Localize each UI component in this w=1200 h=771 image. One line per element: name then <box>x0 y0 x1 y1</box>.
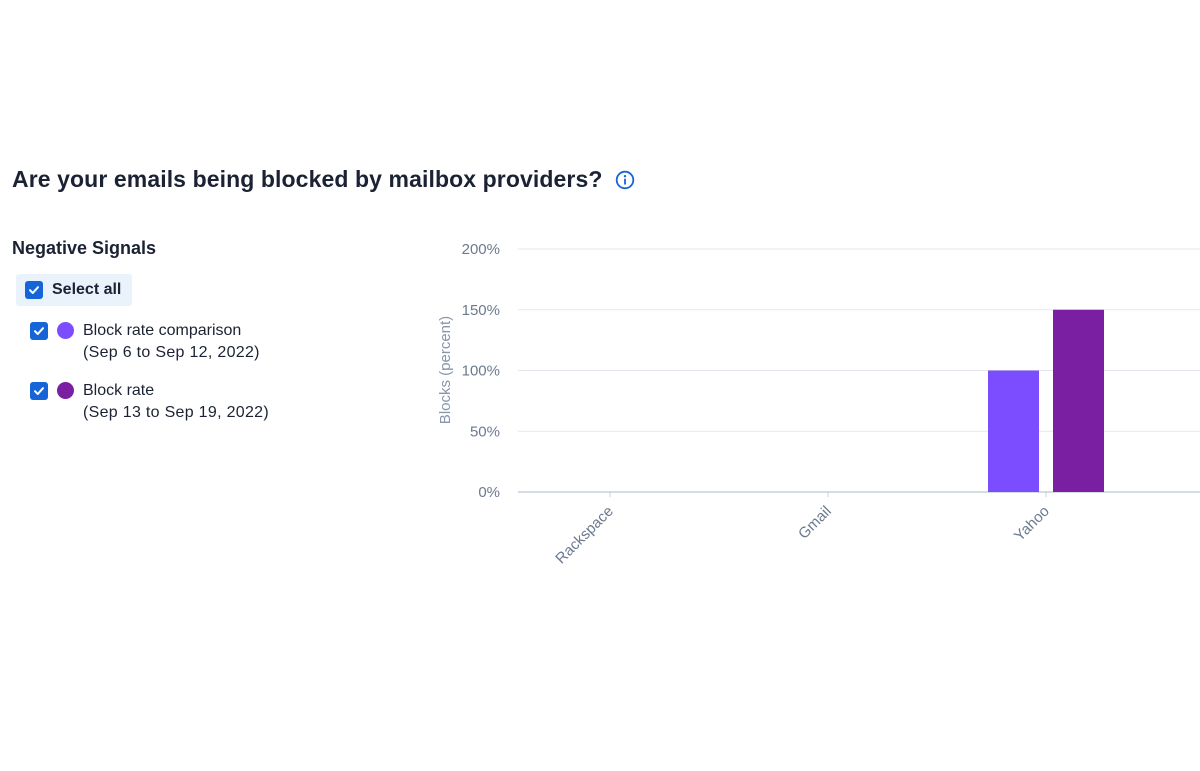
x-tick-label: Gmail <box>795 503 835 543</box>
y-axis-title: Blocks (percent) <box>437 316 454 424</box>
select-all-checkbox[interactable]: Select all <box>16 274 132 306</box>
x-tick-label: Yahoo <box>1011 503 1053 545</box>
legend-date-range: (Sep 13 to Sep 19, 2022) <box>83 404 269 421</box>
checkbox-checked-icon <box>25 281 43 299</box>
legend-text: Block rate (Sep 13 to Sep 19, 2022) <box>83 380 269 424</box>
legend-item-block-rate[interactable]: Block rate (Sep 13 to Sep 19, 2022) <box>30 380 269 424</box>
legend-series-name: Block rate <box>83 382 155 399</box>
section-heading: Are your emails being blocked by mailbox… <box>12 166 635 193</box>
legend-date-range: (Sep 6 to Sep 12, 2022) <box>83 344 260 361</box>
series-color-dot <box>57 322 74 339</box>
y-tick-label: 0% <box>478 484 500 501</box>
legend-text: Block rate comparison (Sep 6 to Sep 12, … <box>83 320 260 364</box>
bar-yahoo-current <box>1053 309 1104 492</box>
checkbox-checked-icon <box>30 322 48 340</box>
legend-item-block-rate-comparison[interactable]: Block rate comparison (Sep 6 to Sep 12, … <box>30 320 260 364</box>
y-tick-label: 100% <box>462 363 500 380</box>
y-tick-label: 150% <box>462 302 500 319</box>
select-all-label: Select all <box>52 281 122 298</box>
checkbox-checked-icon <box>30 382 48 400</box>
negative-signals-title: Negative Signals <box>12 238 157 258</box>
x-tick-label: Rackspace <box>552 503 616 567</box>
legend-series-name: Block rate comparison <box>83 322 242 339</box>
y-tick-label: 200% <box>462 241 500 258</box>
info-icon[interactable] <box>615 170 635 190</box>
y-tick-label: 50% <box>470 423 500 440</box>
series-color-dot <box>57 382 74 399</box>
bar-yahoo-comparison <box>988 370 1039 492</box>
section-title: Are your emails being blocked by mailbox… <box>12 166 603 192</box>
